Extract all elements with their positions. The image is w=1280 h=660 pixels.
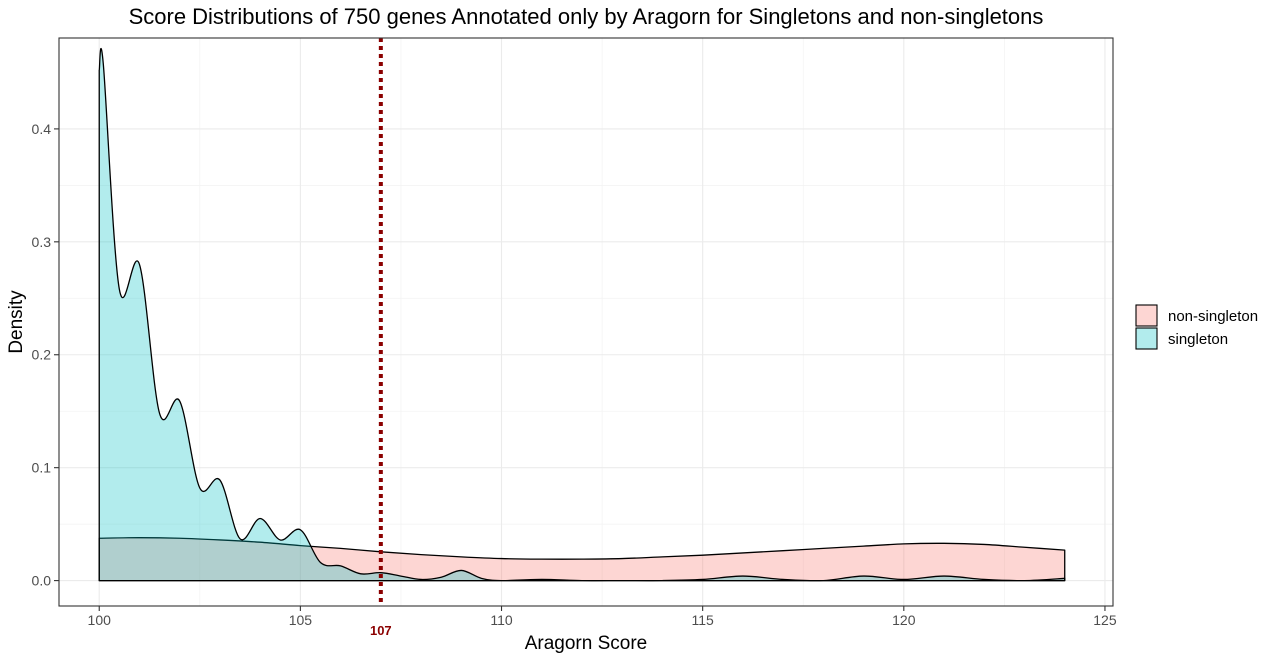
grid-major: [59, 38, 1113, 606]
y-tick-label: 0.4: [32, 121, 52, 137]
x-axis-title: Aragorn Score: [525, 633, 648, 654]
chart-title: Score Distributions of 750 genes Annotat…: [129, 4, 1044, 29]
x-tick-label: 125: [1093, 612, 1117, 628]
density-area-singleton: [98, 48, 1066, 582]
reference-line-label: 107: [370, 623, 392, 638]
y-tick-label: 0.1: [32, 460, 52, 476]
x-tick-label: 120: [892, 612, 916, 628]
y-axis: 0.0 0.1 0.2 0.3 0.4: [32, 121, 59, 589]
density-area-non-singleton: [98, 537, 1066, 582]
x-tick-label: 115: [692, 612, 715, 628]
y-axis-title: Density: [6, 290, 27, 354]
grid-minor: [59, 38, 1113, 606]
legend-key-non-singleton: [1135, 304, 1158, 327]
y-tick-label: 0.2: [32, 347, 52, 363]
legend-label-singleton: singleton: [1168, 331, 1228, 348]
x-tick-label: 105: [289, 612, 313, 628]
legend: non-singleton singleton: [1135, 304, 1258, 350]
density-areas: [98, 48, 1066, 582]
x-tick-label: 100: [88, 612, 112, 628]
legend-key-singleton: [1135, 327, 1158, 350]
x-axis: 100 105 110 115 120 125: [88, 606, 1117, 628]
x-tick-label: 110: [490, 612, 513, 628]
legend-label-non-singleton: non-singleton: [1168, 308, 1258, 325]
reference-line-layer: 107: [370, 38, 392, 638]
y-tick-label: 0.0: [32, 573, 52, 589]
y-tick-label: 0.3: [32, 234, 52, 250]
plot-panel-border: [58, 37, 1114, 607]
